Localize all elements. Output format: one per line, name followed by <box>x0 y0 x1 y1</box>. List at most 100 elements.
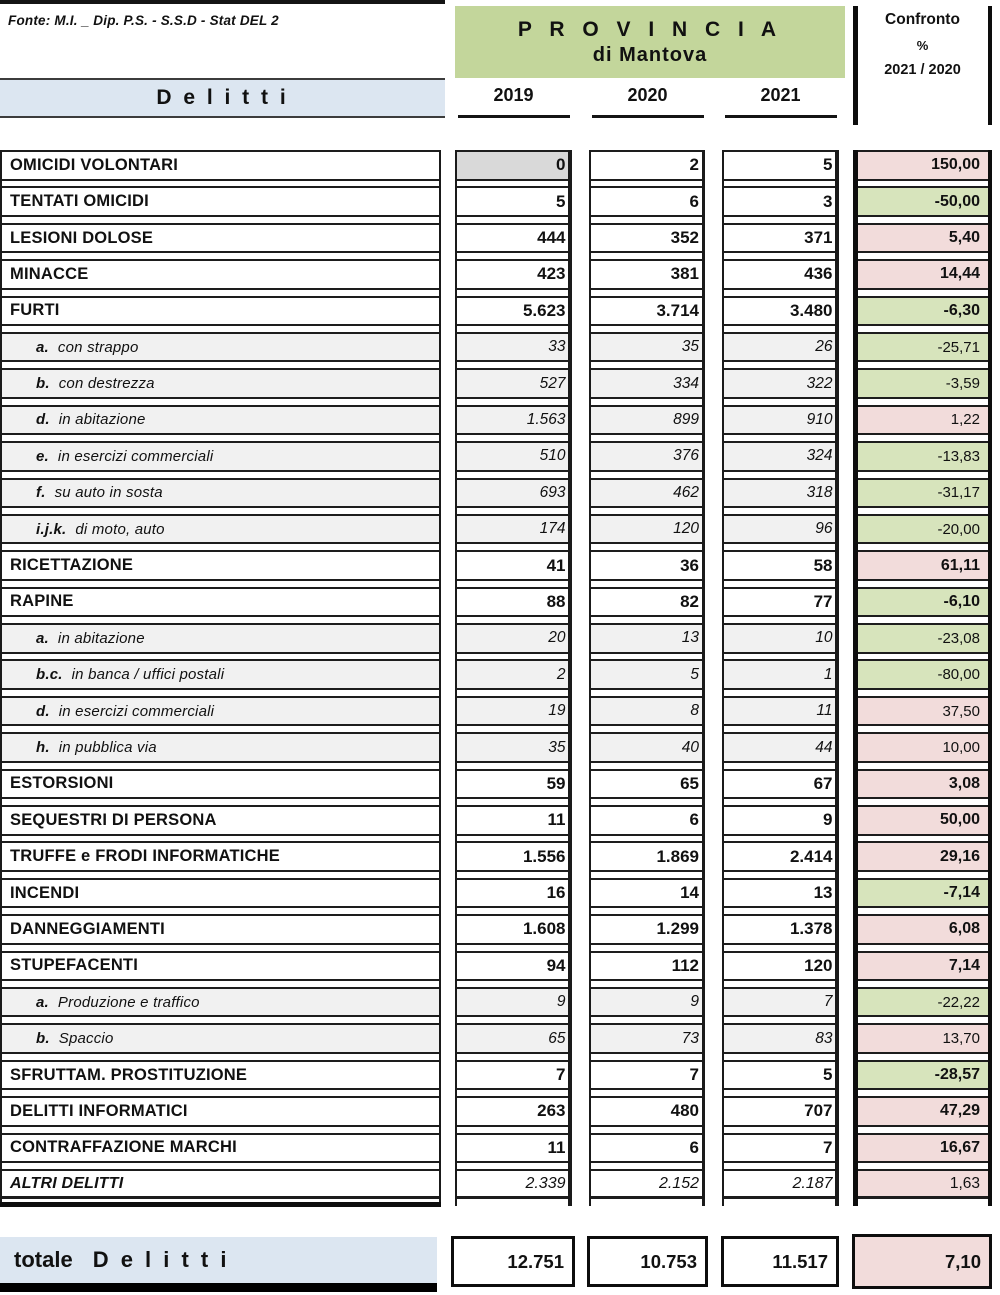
row-label: RICETTAZIONE <box>0 550 441 581</box>
cell-2019: 693 <box>455 477 572 509</box>
cell-2019: 59 <box>455 768 572 800</box>
year-underline-2021 <box>725 115 837 118</box>
row-label: b. Spaccio <box>0 1023 441 1054</box>
confronto-column-header: Confronto % 2021 / 2020 <box>858 11 987 78</box>
cell-2020: 6 <box>589 186 705 217</box>
cell-2020: 112 <box>589 950 705 982</box>
cell-2021: 2.187 <box>722 1168 839 1200</box>
cell-2019: 35 <box>455 732 572 763</box>
delitti-column-header: D e l i t t i <box>0 78 445 118</box>
row-label-text: ALTRI DELITTI <box>10 1174 124 1192</box>
row-label-text: LESIONI DOLOSE <box>10 228 154 247</box>
cell-2019: 41 <box>455 550 572 581</box>
row-label: SFRUTTAM. PROSTITUZIONE <box>0 1059 441 1091</box>
cell-2021: 7 <box>722 986 839 1018</box>
table-row: ESTORSIONI 59 65 67 3,08 <box>0 768 1000 800</box>
row-label-text: con destrezza <box>58 375 155 393</box>
row-label: d. in esercizi commerciali <box>0 695 441 727</box>
row-label-text: in abitazione <box>57 629 145 647</box>
cell-2021: 96 <box>722 513 839 545</box>
cell-2019: 2.339 <box>455 1168 572 1200</box>
row-label: DANNEGGIAMENTI <box>0 914 441 945</box>
year-underline-2020 <box>592 115 704 118</box>
table-row: TENTATI OMICIDI 5 6 3 -50,00 <box>0 186 1000 217</box>
cell-confronto: 61,11 <box>857 550 988 581</box>
province-header: P R O V I N C I A di Mantova <box>455 6 845 78</box>
cell-2019: 16 <box>455 877 572 909</box>
row-label-text: Produzione e traffico <box>57 993 200 1011</box>
cell-2021: 322 <box>722 368 839 399</box>
table-row: f. su auto in sosta 693 462 318 -31,17 <box>0 477 1000 509</box>
table-row: FURTI 5.623 3.714 3.480 -6,30 <box>0 295 1000 327</box>
table-row: MINACCE 423 381 436 14,44 <box>0 259 1000 290</box>
total-row-label: totale D e l i t t i <box>0 1237 437 1283</box>
cell-confronto: -6,10 <box>857 586 988 618</box>
row-label-text: TRUFFE e FRODI INFORMATICHE <box>10 847 280 866</box>
row-label: TENTATI OMICIDI <box>0 186 441 217</box>
row-prefix: a. <box>36 629 49 647</box>
row-label: e. in esercizi commerciali <box>0 441 441 472</box>
cell-confronto: 16,67 <box>857 1132 988 1164</box>
row-label-text: SEQUESTRI DI PERSONA <box>10 810 217 829</box>
cell-2021: 436 <box>722 259 839 290</box>
table-row: RICETTAZIONE 41 36 58 61,11 <box>0 550 1000 581</box>
column-header-2020: 2020 <box>627 85 668 105</box>
cell-confronto: -31,17 <box>857 477 988 509</box>
row-label-text: di moto, auto <box>75 520 165 538</box>
cell-2020: 82 <box>589 586 705 618</box>
cell-2021: 1 <box>722 659 839 690</box>
table-row: e. in esercizi commerciali 510 376 324 -13,83 <box>0 441 1000 472</box>
row-label-text: MINACCE <box>10 264 89 283</box>
cell-confronto: -22,22 <box>857 986 988 1018</box>
row-label-text: ESTORSIONI <box>10 774 114 793</box>
row-label: d. in abitazione <box>0 404 441 436</box>
column-header-2019: 2019 <box>493 85 534 105</box>
cell-confronto: 37,50 <box>857 695 988 727</box>
row-label: ALTRI DELITTI <box>0 1168 441 1200</box>
table-row: ALTRI DELITTI 2.339 2.152 2.187 1,63 <box>0 1168 1000 1200</box>
confronto-left-bar <box>853 6 858 125</box>
crime-table-body: OMICIDI VOLONTARI 0 2 5 150,00 TENTATI OMICID… <box>0 150 1000 1205</box>
cell-confronto: 6,08 <box>857 914 988 945</box>
cell-confronto: 14,44 <box>857 259 988 290</box>
cell-2019: 19 <box>455 695 572 727</box>
cell-2019: 510 <box>455 441 572 472</box>
table-row: i.j.k. di moto, auto 174 120 96 -20,00 <box>0 513 1000 545</box>
confronto-right-bar <box>987 6 993 125</box>
row-prefix: d. <box>36 702 50 720</box>
row-label-text: RICETTAZIONE <box>10 556 134 575</box>
cell-2020: 334 <box>589 368 705 399</box>
row-label-text: con strappo <box>57 338 139 356</box>
row-label-text: in esercizi commerciali <box>58 702 215 720</box>
cell-2021: 910 <box>722 404 839 436</box>
row-label: f. su auto in sosta <box>0 477 441 509</box>
cell-2019: 1.563 <box>455 404 572 436</box>
row-label: ESTORSIONI <box>0 768 441 800</box>
cell-2021: 3.480 <box>722 295 839 327</box>
cell-2019: 7 <box>455 1059 572 1091</box>
total-2020: 10.753 <box>587 1236 708 1287</box>
cell-confronto: 13,70 <box>857 1023 988 1054</box>
cell-confronto: -23,08 <box>857 623 988 654</box>
table-row: DANNEGGIAMENTI 1.608 1.299 1.378 6,08 <box>0 914 1000 945</box>
cell-2020: 5 <box>589 659 705 690</box>
cell-2019: 527 <box>455 368 572 399</box>
cell-2020: 1.869 <box>589 841 705 872</box>
row-label-text: FURTI <box>10 301 60 320</box>
cell-2021: 2.414 <box>722 841 839 872</box>
cell-2019: 11 <box>455 1132 572 1164</box>
row-label-text: in banca / uffici postali <box>71 666 225 684</box>
row-label-text: INCENDI <box>10 883 80 902</box>
cell-2020: 3.714 <box>589 295 705 327</box>
row-prefix: f. <box>36 484 46 502</box>
table-row: SFRUTTAM. PROSTITUZIONE 7 7 5 -28,57 <box>0 1059 1000 1091</box>
row-label: a. in abitazione <box>0 623 441 654</box>
table-row: SEQUESTRI DI PERSONA 11 6 9 50,00 <box>0 805 1000 836</box>
row-prefix: h. <box>36 739 50 756</box>
row-label: b. con destrezza <box>0 368 441 399</box>
row-label: OMICIDI VOLONTARI <box>0 150 441 181</box>
cell-2019: 174 <box>455 513 572 545</box>
cell-2021: 5 <box>722 150 839 181</box>
cell-2021: 707 <box>722 1096 839 1127</box>
